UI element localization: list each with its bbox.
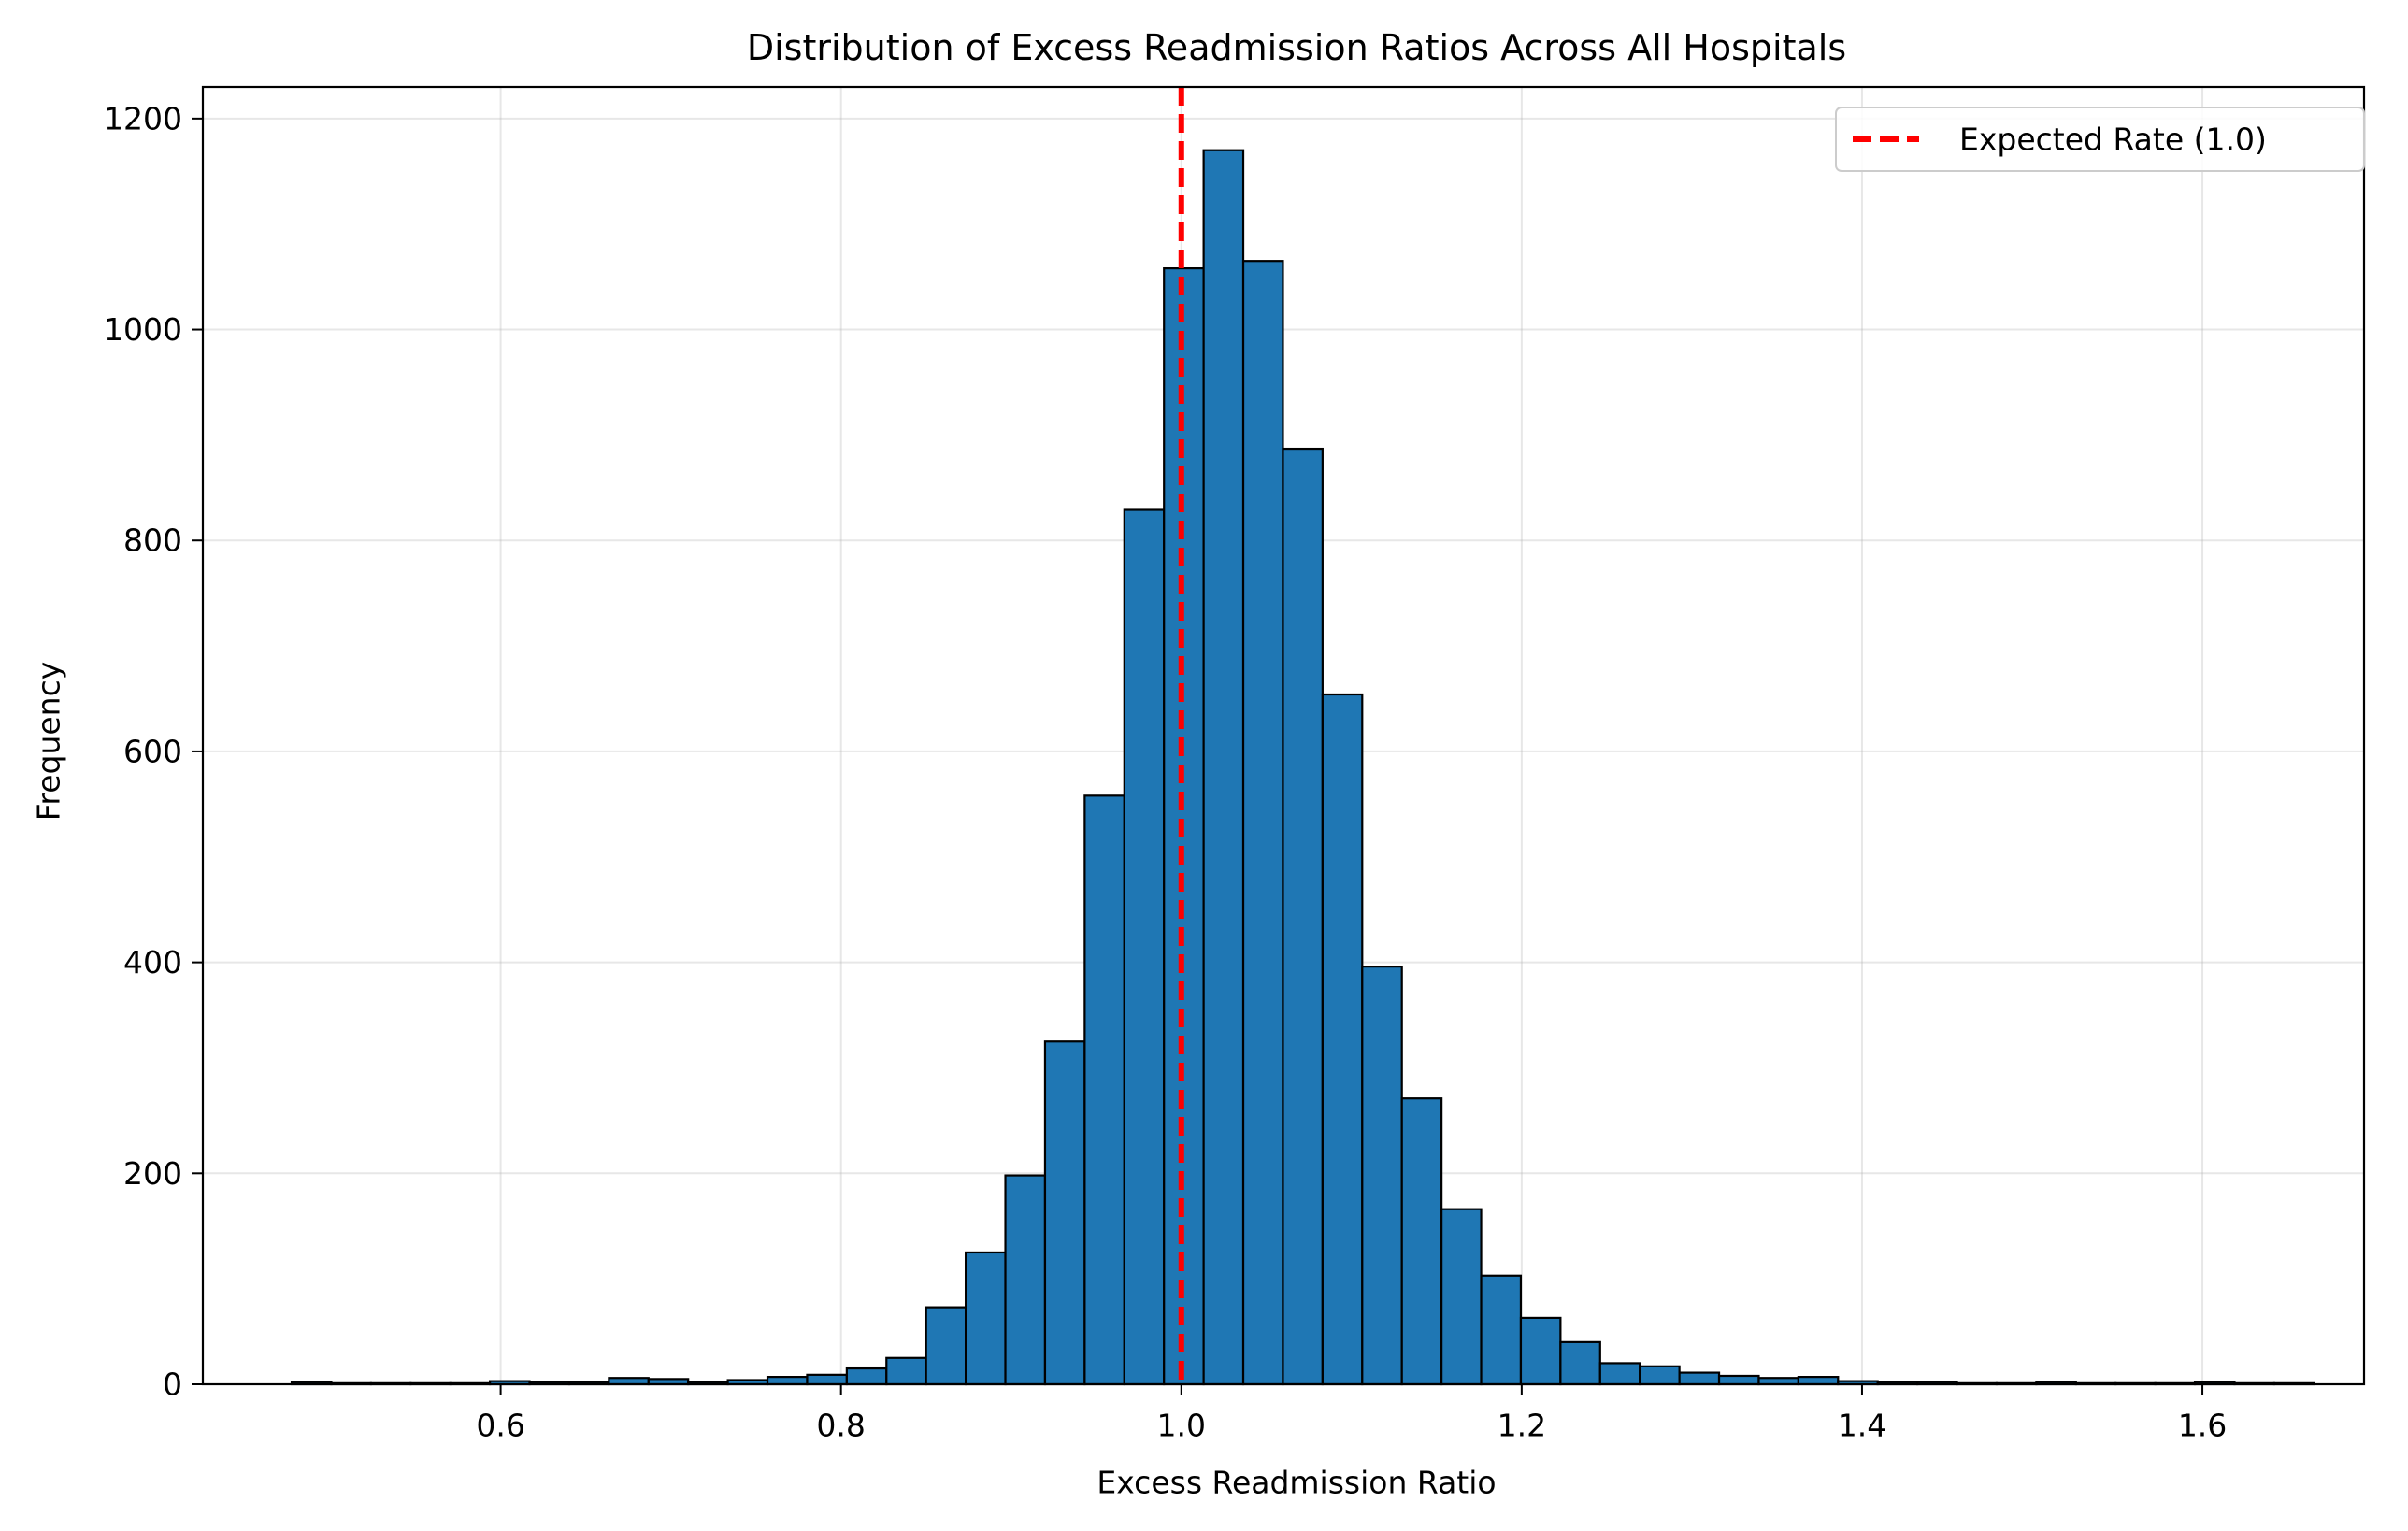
x-tick-label: 0.6 (476, 1408, 524, 1444)
x-axis-label: Excess Readmission Ratio (1096, 1465, 1496, 1501)
histogram-bar (1480, 1274, 1523, 1386)
histogram-bar (1083, 794, 1125, 1386)
histogram-bar (1361, 966, 1403, 1386)
histogram-bar (1202, 149, 1245, 1386)
histogram-bar (1440, 1208, 1483, 1386)
histogram-bar (1123, 508, 1166, 1386)
plot-frame (201, 85, 2366, 1386)
histogram-bars (290, 149, 2315, 1386)
histogram-bar (1519, 1316, 1562, 1386)
histogram-bar (1241, 260, 1284, 1386)
x-tick-label: 1.4 (1838, 1408, 1886, 1444)
histogram-bar (1639, 1365, 1681, 1386)
histogram-bar (766, 1376, 809, 1386)
histogram-bar (1282, 447, 1324, 1386)
histogram-bar (965, 1251, 1007, 1386)
histogram-bar (1400, 1097, 1443, 1386)
histogram-bar (1559, 1340, 1601, 1386)
histogram-bar (845, 1366, 888, 1386)
y-tick-label: 600 (123, 733, 182, 769)
x-axis-ticks: 0.6 0.8 1.0 1.2 1.4 1.6 (476, 1384, 2227, 1444)
histogram-bar (1598, 1362, 1641, 1386)
y-tick-label: 1200 (104, 100, 182, 136)
legend-box (1835, 107, 2365, 172)
histogram-bar (806, 1373, 848, 1386)
histogram-bar (1797, 1376, 1840, 1386)
y-axis-ticks: 0 200 400 600 800 1000 1200 (104, 100, 203, 1403)
y-tick-label: 400 (123, 944, 182, 980)
y-tick-label: 800 (123, 522, 182, 559)
y-tick-label: 0 (163, 1366, 182, 1403)
y-tick-label: 1000 (104, 311, 182, 348)
x-tick-label: 0.8 (816, 1408, 865, 1444)
histogram-bar (1004, 1174, 1047, 1386)
x-tick-label: 1.6 (2178, 1408, 2227, 1444)
histogram-bar (1043, 1040, 1086, 1386)
histogram-bar (1678, 1371, 1721, 1386)
x-tick-label: 1.2 (1498, 1408, 1546, 1444)
legend-label: Expected Rate (1.0) (1959, 122, 2267, 158)
legend: Expected Rate (1.0) (1835, 107, 2365, 172)
y-axis-label: Frequency (31, 662, 67, 821)
x-tick-label: 1.0 (1157, 1408, 1206, 1444)
histogram-bar (885, 1356, 927, 1386)
chart-title: Distribution of Excess Readmission Ratio… (747, 27, 1846, 68)
histogram-bar (924, 1306, 968, 1386)
y-tick-label: 200 (123, 1155, 182, 1192)
histogram-bar (1321, 693, 1364, 1386)
histogram-bar (1717, 1374, 1760, 1386)
